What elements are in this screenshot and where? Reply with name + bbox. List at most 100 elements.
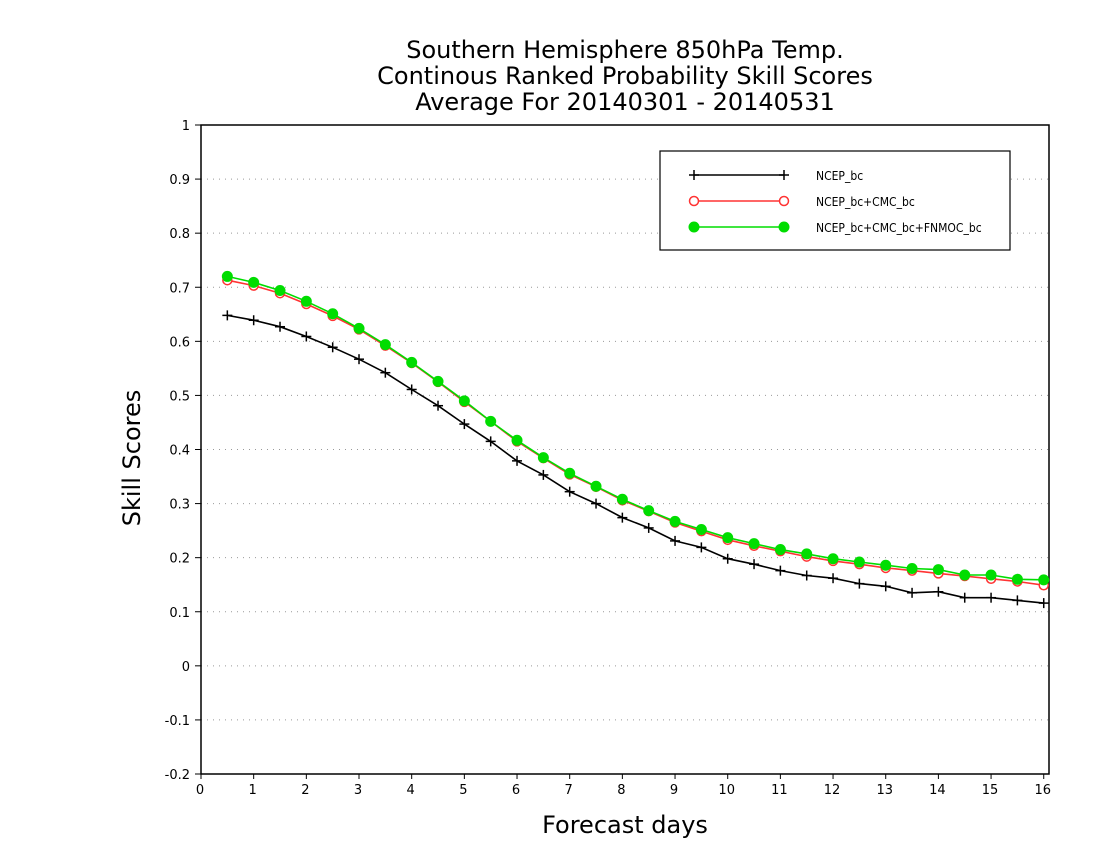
x-tick-label: 4 (407, 783, 415, 798)
plus-marker (222, 310, 233, 321)
x-tick-label: 12 (824, 783, 841, 798)
x-tick-label: 15 (982, 783, 999, 798)
x-tick-label: 1 (249, 783, 257, 798)
x-tick-label: 16 (1034, 783, 1051, 798)
legend-label: NCEP_bc+CMC_bc+FNMOC_bc (816, 221, 982, 235)
x-tick-label: 14 (929, 783, 946, 798)
x-axis-label: Forecast days (542, 811, 708, 839)
filled-circle-marker (801, 548, 813, 560)
y-axis-label: Skill Scores (118, 390, 146, 527)
series-2 (222, 274, 1049, 591)
legend-entry: NCEP_bc+CMC_bc+FNMOC_bc (688, 221, 982, 235)
x-tick-label: 6 (512, 783, 520, 798)
filled-circle-marker (327, 308, 339, 320)
filled-circle-marker (274, 284, 286, 296)
plus-marker (406, 384, 417, 395)
y-tick-label: 0.4 (169, 444, 190, 459)
plus-marker (670, 535, 681, 546)
y-tick-label: 1 (182, 119, 190, 134)
plus-marker (1038, 598, 1049, 609)
y-tick-label: 0.9 (169, 173, 190, 188)
filled-circle-marker (985, 569, 997, 581)
x-tick-label: 5 (459, 783, 467, 798)
filled-circle-marker (906, 562, 918, 574)
series-1 (222, 310, 1049, 609)
plus-marker (933, 586, 944, 597)
legend-label: NCEP_bc (816, 169, 863, 183)
filled-circle-marker (248, 276, 260, 288)
chart-title: Southern Hemisphere 850hPa Temp. Contino… (377, 36, 873, 116)
x-tick-label: 10 (718, 783, 735, 798)
plus-marker (459, 419, 470, 430)
y-tick-label: 0.2 (169, 552, 190, 567)
plus-marker (380, 367, 391, 378)
plus-marker (749, 559, 760, 570)
plus-marker (643, 522, 654, 533)
plus-marker (327, 342, 338, 353)
series-line (227, 275, 1044, 581)
grid-lines (201, 178, 1049, 721)
y-tick-label: 0.6 (169, 335, 190, 350)
plus-marker (301, 331, 312, 342)
legend: NCEP_bc NCEP_bc+CMC_bc NCEP_bc+CMC_bc+FNMO… (659, 150, 1011, 251)
filled-circle-marker (353, 322, 365, 334)
filled-circle-marker (432, 375, 444, 387)
y-tick-label: 0.8 (169, 227, 190, 242)
plus-marker (248, 315, 259, 326)
filled-circle-marker (590, 480, 602, 492)
filled-circle-marker (406, 356, 418, 368)
plus-marker (854, 578, 865, 589)
plus-marker (591, 498, 602, 509)
filled-circle-marker (458, 395, 470, 407)
axes: -0.2-0.100.10.20.30.40.50.60.70.80.910 1 2… (165, 119, 1051, 798)
filled-circle-marker (688, 221, 700, 233)
plus-marker (275, 321, 286, 332)
plus-marker (512, 455, 523, 466)
plus-marker (779, 170, 789, 180)
plus-marker (959, 592, 970, 603)
y-tick-label: 0.1 (169, 606, 190, 621)
filled-circle-marker (511, 434, 523, 446)
x-tick-label: 13 (876, 783, 893, 798)
filled-circle-marker (221, 270, 233, 282)
filled-circle-marker (379, 339, 391, 351)
filled-circle-marker (778, 221, 790, 233)
plus-marker (485, 436, 496, 447)
plus-marker (433, 400, 444, 411)
filled-circle-marker (880, 559, 892, 571)
plus-marker (689, 170, 699, 180)
filled-circle-marker (1011, 573, 1023, 585)
series-line (227, 279, 1044, 586)
plus-marker (722, 553, 733, 564)
filled-circle-marker (1038, 574, 1050, 586)
filled-circle-marker (722, 532, 734, 544)
x-tick-label: 11 (771, 783, 788, 798)
x-tick-label: 3 (354, 783, 362, 798)
filled-circle-marker (537, 452, 549, 464)
filled-circle-marker (827, 553, 839, 565)
filled-circle-marker (669, 515, 681, 527)
x-tick-label: 9 (670, 783, 678, 798)
filled-circle-marker (932, 564, 944, 576)
plus-marker (617, 512, 628, 523)
filled-circle-marker (695, 524, 707, 536)
x-tick-label: 2 (301, 783, 309, 798)
plus-marker (986, 592, 997, 603)
series-line (227, 314, 1044, 604)
open-circle-marker (778, 195, 790, 207)
filled-circle-marker (643, 505, 655, 517)
x-tick-label: 7 (565, 783, 573, 798)
x-tick-label: 8 (617, 783, 625, 798)
y-tick-label: 0.7 (169, 281, 190, 296)
filled-circle-marker (300, 295, 312, 307)
filled-circle-marker (853, 556, 865, 568)
series-3 (221, 270, 1050, 586)
plus-marker (801, 570, 812, 581)
y-tick-label: -0.2 (165, 768, 190, 783)
legend-label: NCEP_bc+CMC_bc (816, 195, 915, 209)
plus-marker (1012, 595, 1023, 606)
title-line-3: Average For 20140301 - 20140531 (415, 88, 835, 116)
y-tick-label: 0.5 (169, 389, 190, 404)
